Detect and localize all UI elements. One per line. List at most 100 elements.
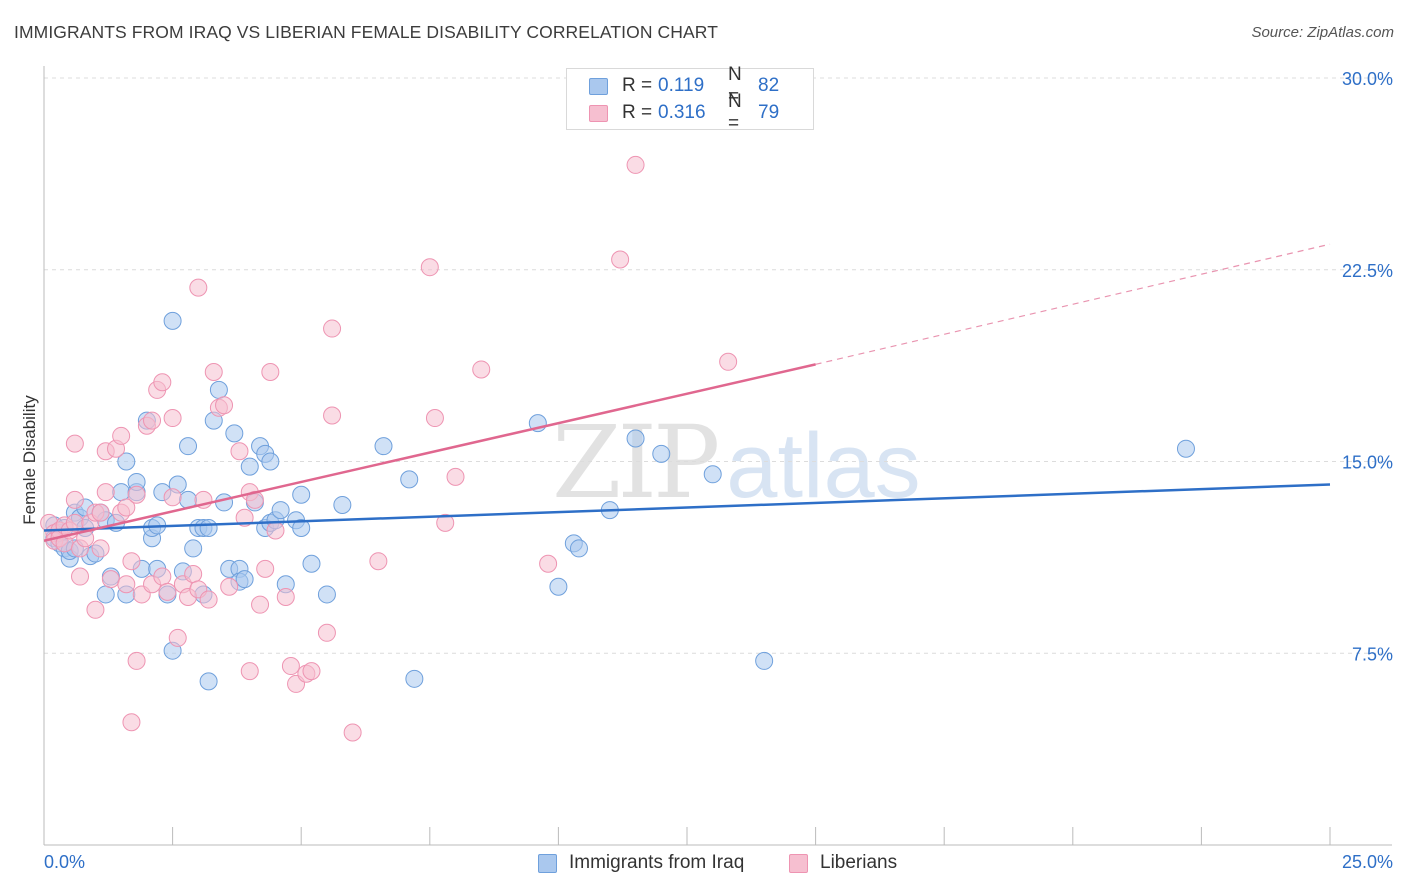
point-iraq-65 [292, 485, 311, 504]
point-liberians-53 [230, 442, 249, 461]
point-liberians-41 [168, 628, 187, 647]
point-iraq-64 [292, 518, 311, 537]
point-liberians-60 [261, 363, 280, 382]
y-tick-labels: 7.5% 15.0% 22.5% 30.0% [1342, 69, 1393, 664]
point-liberians-63 [281, 657, 300, 676]
point-iraq-67 [317, 585, 336, 604]
point-liberians-34 [143, 411, 162, 430]
point-liberians-67 [317, 623, 336, 642]
point-iraq-49 [225, 424, 244, 443]
point-liberians-28 [122, 713, 141, 732]
point-liberians-25 [117, 575, 136, 594]
point-liberians-23 [112, 426, 131, 445]
point-iraq-69 [374, 437, 393, 456]
stats-row-liberians: R = 0.316 N = 79 [589, 91, 780, 134]
point-iraq-43 [199, 518, 218, 537]
point-liberians-29 [127, 485, 146, 504]
point-liberians-48 [199, 590, 218, 609]
point-liberians-44 [184, 564, 203, 583]
point-liberians-73 [425, 409, 444, 428]
point-iraq-34 [163, 311, 182, 330]
point-iraq-39 [184, 539, 203, 558]
chart-title: IMMIGRANTS FROM IRAQ VS LIBERIAN FEMALE … [14, 22, 718, 42]
watermark-zip: ZIP [552, 404, 720, 521]
point-liberians-38 [158, 582, 177, 601]
n-label: N = [728, 91, 742, 134]
point-iraq-71 [405, 669, 424, 688]
trend-lines [43, 243, 1331, 542]
stats-legend: R = 0.119 N = 82 R = 0.316 N = 79 [566, 64, 814, 134]
point-iraq-70 [400, 470, 419, 489]
point-liberians-52 [220, 577, 239, 596]
legend-swatch-iraq [538, 853, 557, 873]
point-liberians-59 [256, 559, 275, 578]
point-liberians-45 [189, 278, 208, 297]
point-liberians-77 [539, 554, 558, 573]
point-liberians-62 [276, 588, 295, 607]
y-tick-label-0: 7.5% [1352, 644, 1393, 664]
source-label: Source: ZipAtlas.com [1251, 24, 1394, 41]
point-liberians-17 [91, 539, 110, 558]
watermark: ZIP atlas [552, 404, 921, 521]
series-liberians-points [40, 155, 738, 742]
r-value-liberians: 0.316 [658, 102, 706, 123]
point-iraq-59 [261, 452, 280, 471]
point-iraq-37 [179, 437, 198, 456]
point-liberians-49 [204, 363, 223, 382]
stats-row-iraq: R = 0.119 N = 82 [589, 64, 779, 107]
point-liberians-12 [71, 567, 90, 586]
y-tick-label-1: 15.0% [1342, 453, 1393, 473]
point-liberians-70 [343, 723, 362, 742]
point-iraq-80 [755, 651, 774, 670]
point-liberians-51 [215, 396, 234, 415]
point-liberians-75 [446, 467, 465, 486]
point-iraq-73 [549, 577, 568, 596]
point-iraq-79 [703, 465, 722, 484]
point-iraq-66 [302, 554, 321, 573]
point-liberians-56 [240, 662, 259, 681]
point-iraq-81 [1176, 439, 1195, 458]
r-value-iraq: 0.119 [658, 75, 705, 96]
trend-line-iraq [43, 483, 1331, 532]
point-iraq-52 [235, 570, 254, 589]
point-iraq-68 [333, 495, 352, 514]
legend-label-liberians: Liberians [820, 852, 898, 873]
point-liberians-74 [436, 513, 455, 532]
point-liberians-76 [472, 360, 491, 379]
trend-line-liberians [43, 363, 816, 542]
n-value-liberians: 79 [758, 102, 780, 123]
point-liberians-30 [127, 651, 146, 670]
x-tick-max: 25.0% [1341, 852, 1393, 872]
point-liberians-26 [117, 498, 136, 517]
point-liberians-68 [323, 406, 342, 425]
point-liberians-69 [323, 319, 342, 338]
point-iraq-75 [569, 539, 588, 558]
point-liberians-39 [163, 488, 182, 507]
point-iraq-44 [199, 672, 218, 691]
point-liberians-10 [65, 434, 84, 453]
legend-swatch-liberians [789, 853, 808, 873]
trend-line-liberians-extrapolated [815, 243, 1331, 365]
point-liberians-40 [163, 409, 182, 428]
point-liberians-72 [420, 258, 439, 277]
point-liberians-80 [719, 352, 738, 371]
point-liberians-58 [251, 595, 270, 614]
point-liberians-37 [153, 567, 172, 586]
n-label: N = [728, 64, 742, 107]
r-label: R = [622, 102, 653, 123]
point-iraq-47 [215, 493, 234, 512]
y-tick-label-3: 30.0% [1342, 69, 1393, 89]
point-liberians-8 [65, 490, 84, 509]
point-liberians-79 [626, 155, 645, 174]
point-liberians-71 [369, 552, 388, 571]
point-iraq-61 [271, 501, 290, 520]
point-liberians-36 [153, 373, 172, 392]
point-iraq-46 [209, 380, 228, 399]
point-liberians-19 [96, 483, 115, 502]
legend-item-iraq[interactable]: Immigrants from Iraq [538, 852, 744, 874]
y-axis-label: Female Disability [20, 395, 39, 525]
point-liberians-61 [266, 521, 285, 540]
r-label: R = [622, 75, 653, 96]
legend-item-liberians[interactable]: Liberians [789, 852, 897, 874]
